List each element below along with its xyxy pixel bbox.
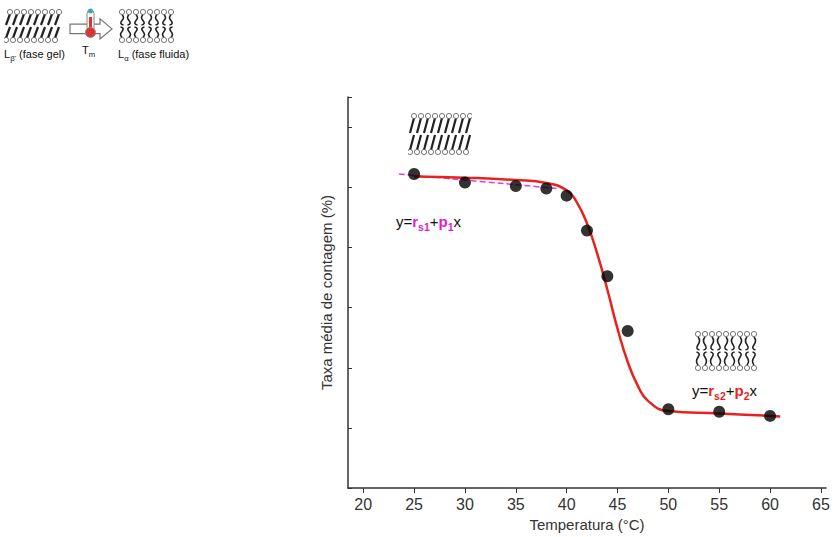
html-text:Lβ'(fase gel): Lβ'(fase gel) — [4, 48, 65, 64]
svg-text:45: 45 — [609, 496, 627, 513]
svg-text:35: 35 — [507, 496, 525, 513]
html-text:y= rs1+ p1x: y= rs1+ p1x — [396, 213, 462, 233]
svg-text:40: 40 — [558, 496, 576, 513]
html-text:Lα(fase fluida): Lα(fase fluida) — [118, 48, 190, 64]
html-text:y= rs2+ p2x: y= rs2+ p2x — [692, 382, 758, 402]
svg-text:20: 20 — [354, 496, 372, 513]
html-text:Tm: Tm — [82, 44, 96, 60]
svg-text:65: 65 — [812, 496, 830, 513]
svg-text:50: 50 — [659, 496, 677, 513]
svg-text:30: 30 — [456, 496, 474, 513]
svg-text:Temperatura (°C): Temperatura (°C) — [529, 516, 644, 533]
svg-text:55: 55 — [710, 496, 728, 513]
svg-text:25: 25 — [405, 496, 423, 513]
svg-text:Taxa média de contagem (%): Taxa média de contagem (%) — [318, 195, 335, 390]
svg-text:60: 60 — [761, 496, 779, 513]
